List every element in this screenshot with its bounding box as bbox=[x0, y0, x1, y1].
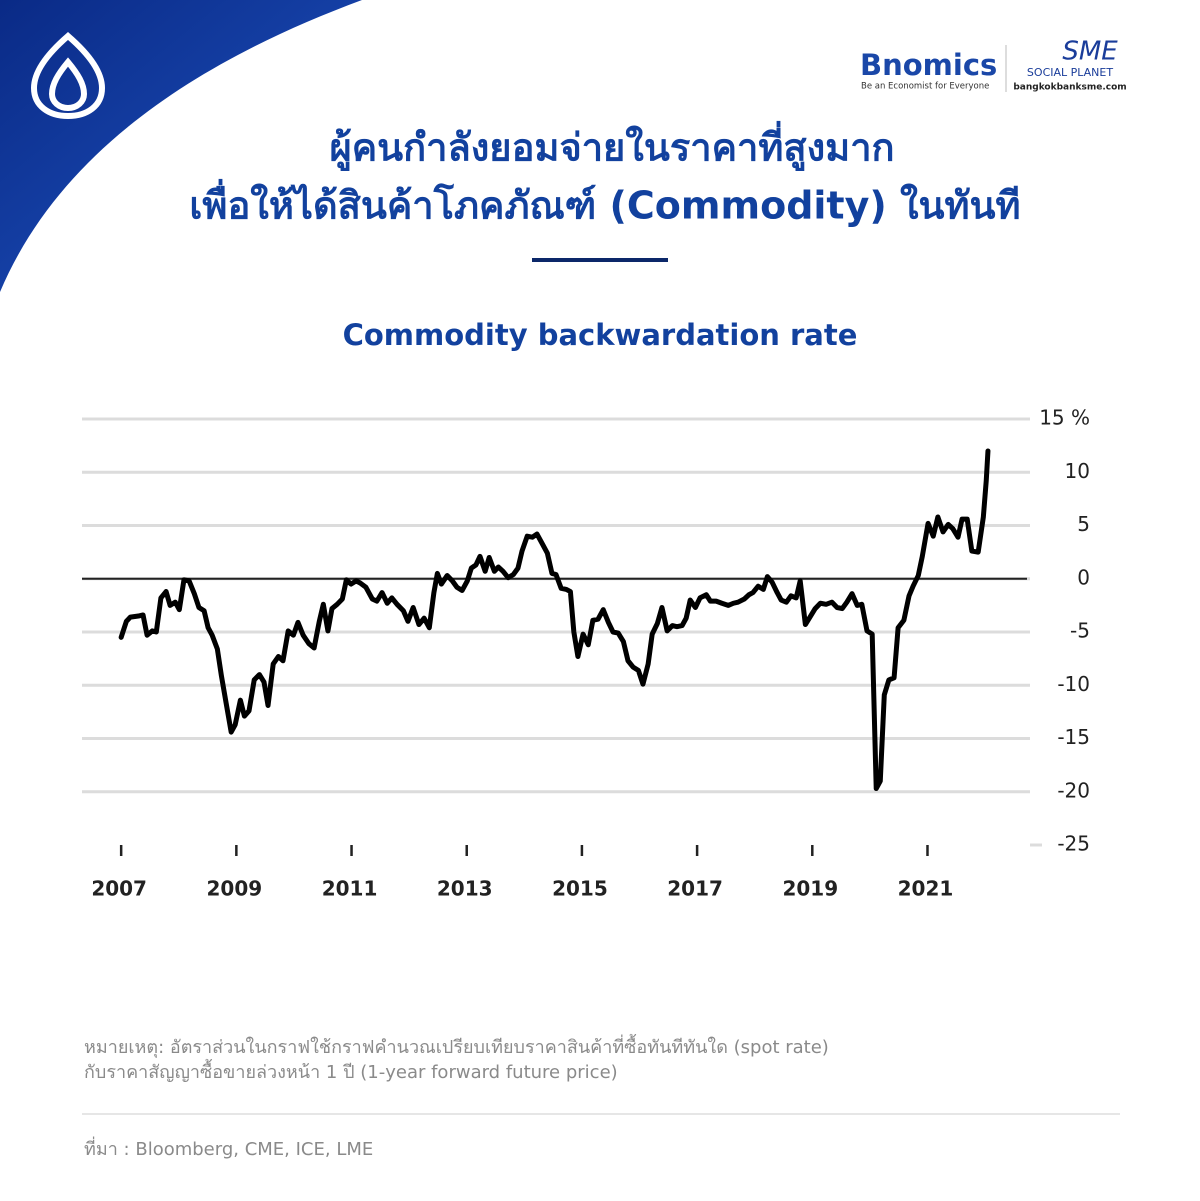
y-tick-label: 15 % bbox=[1039, 406, 1090, 430]
y-tick-label: -15 bbox=[1057, 725, 1090, 749]
title-line: เพื่อให้ได้สินค้าโภคภัณฑ์ (Commodity) ใน… bbox=[189, 179, 1020, 228]
x-tick-label: 2009 bbox=[207, 877, 263, 901]
partner-url: bangkokbanksme.com bbox=[1013, 83, 1126, 93]
note-line: กับราคาสัญญาซื้อขายล่วงหน้า 1 ปี (1-year… bbox=[84, 1059, 618, 1083]
y-tick-label: -25 bbox=[1057, 832, 1090, 856]
brand-tagline: Be an Economist for Everyone bbox=[861, 82, 989, 92]
corner-shape bbox=[0, 0, 362, 292]
logo-leaf bbox=[30, 32, 106, 120]
title-underline bbox=[532, 258, 668, 262]
x-tick-label: 2021 bbox=[898, 877, 954, 901]
y-tick-label: 0 bbox=[1077, 565, 1090, 589]
y-tick-label: -5 bbox=[1070, 619, 1090, 643]
x-tick-label: 2013 bbox=[437, 877, 493, 901]
x-tick-label: 2011 bbox=[322, 877, 378, 901]
x-tick-label: 2015 bbox=[552, 877, 608, 901]
y-tick-label: 10 bbox=[1065, 459, 1090, 483]
brand-logo: Bnomics bbox=[860, 48, 997, 82]
x-tick-label: 2019 bbox=[782, 877, 838, 901]
x-tick-label: 2017 bbox=[667, 877, 723, 901]
source: ที่มา : Bloomberg, CME, ICE, LME bbox=[84, 1136, 373, 1160]
chart-title: Commodity backwardation rate bbox=[343, 318, 858, 352]
partner-logo: SME bbox=[1062, 37, 1118, 67]
y-tick-label: 5 bbox=[1077, 512, 1090, 536]
x-tick-label: 2007 bbox=[91, 877, 147, 901]
note-line: หมายเหตุ: อัตราส่วนในกราฟใช้กราฟคำนวณเปร… bbox=[84, 1034, 829, 1058]
y-tick-label: -20 bbox=[1057, 778, 1090, 802]
title-line: ผู้คนกำลังยอมจ่ายในราคาที่สูงมาก bbox=[329, 121, 894, 172]
partner-subtitle: SOCIAL PLANET bbox=[1027, 66, 1113, 79]
data-line bbox=[118, 448, 991, 792]
y-tick-label: -10 bbox=[1057, 672, 1090, 696]
plot: 15 % 10 5 0 -5 -10 -15 -20 -25 2007 2009 2011 2013 20… bbox=[82, 406, 1090, 901]
